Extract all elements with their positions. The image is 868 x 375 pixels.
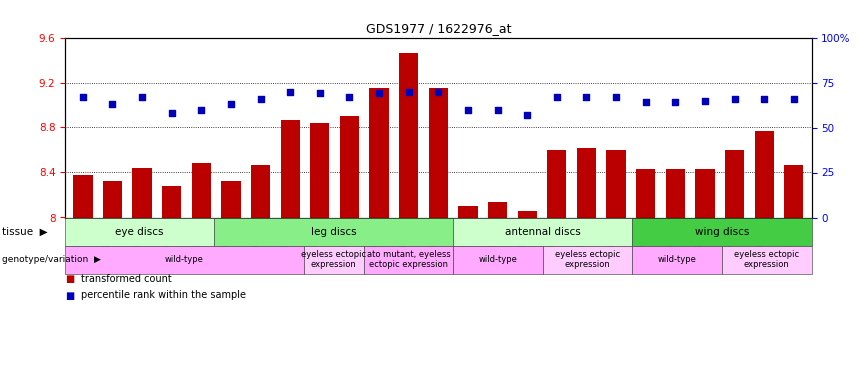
Point [461, 106, 475, 112]
Bar [666, 169, 685, 217]
Bar [103, 182, 122, 218]
Point [312, 90, 326, 96]
Point [520, 112, 534, 118]
Point [431, 88, 445, 94]
Bar [251, 165, 270, 218]
Text: leg discs: leg discs [311, 226, 357, 237]
Point [609, 94, 623, 100]
Bar [280, 120, 299, 218]
Bar [577, 148, 596, 217]
Point [639, 99, 653, 105]
Bar [370, 88, 389, 218]
Point [757, 96, 771, 102]
Bar [784, 165, 804, 218]
Point [165, 110, 179, 116]
Bar [73, 175, 93, 217]
Text: percentile rank within the sample: percentile rank within the sample [81, 291, 246, 300]
Point [787, 96, 801, 102]
Bar [221, 182, 240, 218]
Point [372, 90, 386, 96]
Point [106, 101, 120, 107]
Bar [695, 169, 714, 217]
Bar [754, 131, 773, 218]
Text: eye discs: eye discs [115, 226, 164, 237]
Bar [458, 206, 477, 218]
Point [224, 101, 238, 107]
Bar [192, 164, 211, 218]
Text: genotype/variation  ▶: genotype/variation ▶ [2, 255, 101, 264]
Bar [636, 169, 655, 217]
Bar [725, 150, 744, 217]
Point [698, 98, 712, 104]
Bar [310, 123, 330, 218]
Bar [517, 211, 536, 218]
Title: GDS1977 / 1622976_at: GDS1977 / 1622976_at [365, 22, 511, 35]
Text: eyeless ectopic
expression: eyeless ectopic expression [555, 250, 621, 269]
Text: tissue  ▶: tissue ▶ [2, 226, 48, 237]
Text: wild-type: wild-type [658, 255, 697, 264]
Point [727, 96, 741, 102]
Bar [399, 53, 418, 217]
Text: ■: ■ [65, 291, 75, 300]
Bar [547, 150, 567, 217]
Text: antennal discs: antennal discs [505, 226, 581, 237]
Point [490, 106, 504, 112]
Bar [429, 88, 448, 218]
Bar [133, 168, 152, 217]
Bar [162, 186, 181, 218]
Point [550, 94, 564, 100]
Text: wild-type: wild-type [478, 255, 517, 264]
Point [135, 94, 149, 100]
Point [402, 88, 416, 94]
Point [253, 96, 267, 102]
Text: ato mutant, eyeless
ectopic expression: ato mutant, eyeless ectopic expression [366, 250, 450, 269]
Point [343, 94, 357, 100]
Text: eyeless ectopic
expression: eyeless ectopic expression [734, 250, 799, 269]
Text: transformed count: transformed count [81, 274, 172, 284]
Bar [340, 116, 359, 218]
Point [668, 99, 682, 105]
Text: wild-type: wild-type [165, 255, 204, 264]
Text: eyeless ectopic
expression: eyeless ectopic expression [301, 250, 366, 269]
Text: wing discs: wing discs [694, 226, 749, 237]
Bar [607, 150, 626, 217]
Point [76, 94, 89, 100]
Bar [488, 202, 507, 217]
Point [283, 88, 297, 94]
Point [580, 94, 594, 100]
Point [194, 106, 208, 112]
Text: ■: ■ [65, 274, 75, 284]
